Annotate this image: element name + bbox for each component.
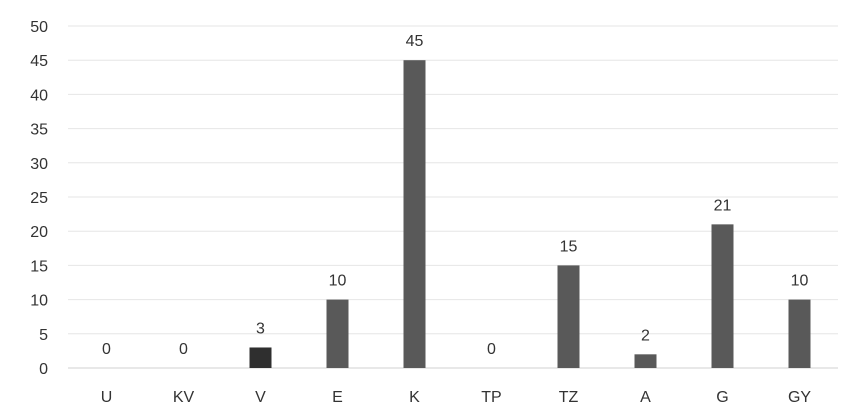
category-label-kv: KV — [173, 389, 195, 406]
data-label-e: 10 — [329, 273, 347, 290]
bar-tz — [557, 265, 580, 368]
bar-gy — [788, 299, 811, 368]
y-axis-ticks: 0 5 10 15 20 25 30 35 40 45 50 — [30, 19, 48, 378]
category-label-gy: GY — [788, 389, 811, 406]
y-tick-label: 0 — [39, 361, 48, 378]
category-label-u: U — [101, 389, 113, 406]
category-label-k: K — [409, 389, 420, 406]
data-labels: 0 0 3 10 45 0 15 2 21 10 — [102, 33, 808, 358]
bar-g — [711, 224, 734, 368]
y-tick-label: 10 — [30, 293, 48, 310]
data-label-kv: 0 — [179, 341, 188, 358]
data-label-a: 2 — [641, 327, 650, 344]
bar-k — [403, 60, 426, 368]
y-tick-label: 25 — [30, 190, 48, 207]
category-label-tp: TP — [481, 389, 501, 406]
data-label-tp: 0 — [487, 341, 496, 358]
category-label-a: A — [640, 389, 651, 406]
category-label-g: G — [716, 389, 728, 406]
data-label-u: 0 — [102, 341, 111, 358]
data-label-v: 3 — [256, 320, 265, 337]
data-label-tz: 15 — [560, 238, 578, 255]
y-tick-label: 35 — [30, 122, 48, 139]
y-tick-label: 15 — [30, 258, 48, 275]
y-tick-label: 50 — [30, 19, 48, 36]
bar-e — [326, 299, 349, 368]
data-label-g: 21 — [714, 197, 732, 214]
category-label-e: E — [332, 389, 343, 406]
data-label-k: 45 — [406, 33, 424, 50]
category-label-v: V — [255, 389, 266, 406]
bars — [249, 60, 811, 368]
y-tick-label: 5 — [39, 327, 48, 344]
y-tick-label: 40 — [30, 87, 48, 104]
y-tick-label: 30 — [30, 156, 48, 173]
y-tick-label: 20 — [30, 224, 48, 241]
bar-v — [249, 347, 272, 368]
y-tick-label: 45 — [30, 53, 48, 70]
x-axis-categories: U KV V E K TP TZ A G GY — [101, 389, 812, 406]
gridlines — [68, 25, 838, 369]
data-label-gy: 10 — [791, 273, 809, 290]
category-label-tz: TZ — [559, 389, 579, 406]
bar-a — [634, 354, 657, 368]
